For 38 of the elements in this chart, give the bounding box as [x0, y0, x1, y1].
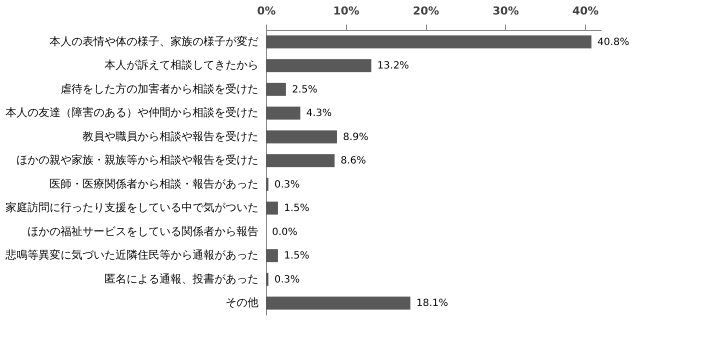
- x-tick-label: 40%: [572, 4, 599, 18]
- data-label: 2.5%: [292, 84, 318, 96]
- data-label: 1.5%: [284, 203, 310, 214]
- y-tick-label: 悲鳴等異変に気づいた近隣住民等から通報があった: [4, 248, 258, 262]
- data-label: 40.8%: [597, 36, 630, 48]
- bar: [266, 106, 300, 120]
- x-tick-label: 10%: [333, 4, 360, 18]
- y-tick-label: 匿名による通報、投書があった: [104, 272, 258, 286]
- data-label: 18.1%: [416, 298, 448, 310]
- data-label: 0.3%: [274, 179, 300, 190]
- y-tick-label: 本人が訴えて相談してきたから: [104, 58, 258, 72]
- data-label: 4.3%: [306, 108, 332, 120]
- y-tick-label: 本人の友達（障害のある）や仲間から相談を受けた: [6, 106, 258, 120]
- bar: [266, 130, 337, 144]
- y-tick-label: 虐待をした方の加害者から相談を受けた: [60, 82, 258, 96]
- y-tick-label: その他: [226, 296, 258, 310]
- data-label: 13.2%: [377, 60, 410, 72]
- bar: [266, 249, 278, 262]
- data-label: 8.9%: [342, 132, 368, 143]
- bar: [266, 59, 372, 72]
- x-tick-label: 20%: [412, 4, 440, 18]
- bar: [266, 82, 286, 96]
- y-tick-label: 本人の表情や体の様子、家族の様子が変だ: [50, 34, 258, 48]
- x-tick-label: 0%: [257, 4, 276, 18]
- bar: [266, 202, 278, 215]
- y-tick-label: ほかの親や家族・親族等から相談や報告を受けた: [16, 154, 258, 167]
- x-tick-label: 30%: [492, 4, 519, 18]
- y-tick-label: 医師・医療関係者から相談・報告があった: [50, 177, 258, 190]
- data-label: 0.3%: [274, 274, 300, 286]
- data-label: 8.6%: [340, 156, 366, 167]
- y-tick-label: 家庭訪問に行ったり支援をしている中で気がついた: [6, 201, 258, 214]
- y-tick-label: ほかの福祉サービスをしている関係者から報告: [28, 224, 258, 238]
- bar: [266, 296, 410, 310]
- y-tick-label: 教員や職員から相談や報告を受けた: [82, 130, 258, 143]
- bar: [266, 154, 335, 168]
- bar: [266, 35, 592, 48]
- data-label: 1.5%: [284, 250, 310, 262]
- data-label: 0.0%: [272, 226, 298, 238]
